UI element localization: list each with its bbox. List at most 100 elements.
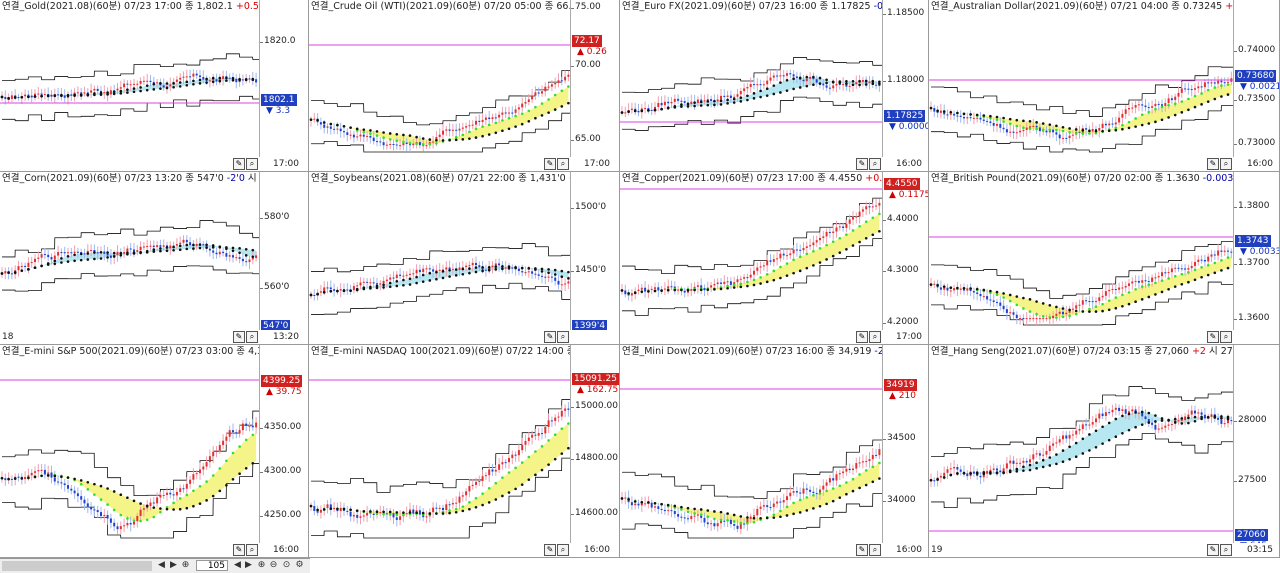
price-axis-tick: 4350.00 — [264, 422, 301, 432]
chart-panel-crude[interactable]: 연결_Crude Oil (WTI)(2021.09)(60분) 07/20 0… — [309, 0, 620, 172]
chart-panel-corn[interactable]: 연결_Corn(2021.09)(60분) 07/23 13:20 종 547'… — [0, 172, 309, 345]
candle-body — [468, 125, 470, 126]
magnify-icon[interactable]: ⌕ — [869, 331, 881, 343]
fast-ma-point — [212, 474, 215, 477]
chart-panel-nasdaq[interactable]: 연결_E-mini NASDAQ 100(2021.09)(60분) 07/22… — [309, 345, 620, 558]
drawing-tool-icon[interactable]: ✎ — [1207, 331, 1219, 343]
settings-icon[interactable]: ⚙ — [294, 560, 305, 571]
zoom-icon[interactable]: ⊕ — [180, 560, 191, 571]
price-chart-plot[interactable] — [929, 0, 1233, 158]
history-scroll-thumb[interactable] — [2, 561, 152, 571]
magnify-icon[interactable]: ⌕ — [869, 158, 881, 170]
chart-panel-soy[interactable]: 연결_Soybeans(2021.08)(60분) 07/21 22:00 종 … — [309, 172, 620, 345]
drawing-tool-icon[interactable]: ✎ — [544, 544, 556, 556]
price-chart-plot[interactable] — [929, 345, 1233, 544]
candle-body — [518, 107, 520, 109]
price-chart-plot[interactable] — [309, 0, 570, 158]
magnify-icon[interactable]: ⌕ — [1220, 331, 1232, 343]
drawing-tool-icon[interactable]: ✎ — [233, 331, 245, 343]
magnify-icon[interactable]: ⌕ — [557, 158, 569, 170]
chart-panel-aud[interactable]: 연결_Australian Dollar(2021.09)(60분) 07/21… — [929, 0, 1280, 172]
zoom-out-icon[interactable]: ⊖ — [268, 560, 279, 571]
magnify-icon[interactable]: ⌕ — [869, 544, 881, 556]
reset-zoom-icon[interactable]: ⊙ — [281, 560, 292, 571]
candle-body — [393, 513, 395, 517]
slow-ma-point — [120, 493, 123, 496]
chart-header-text: 연결_Australian Dollar(2021.09)(60분) 07/21… — [931, 1, 1225, 12]
zoom-in-icon[interactable]: ⊕ — [256, 560, 267, 571]
candle-body — [763, 265, 765, 266]
drawing-tool-icon[interactable]: ✎ — [856, 158, 868, 170]
drawing-tool-icon[interactable]: ✎ — [544, 158, 556, 170]
chart-panel-gbp[interactable]: 연결_British Pound(2021.09)(60분) 07/20 02:… — [929, 172, 1280, 345]
magnify-icon[interactable]: ⌕ — [557, 544, 569, 556]
price-chart-plot[interactable] — [620, 172, 882, 331]
candle-body — [1029, 459, 1031, 462]
drawing-tool-icon[interactable]: ✎ — [1207, 158, 1219, 170]
candle-body — [176, 244, 178, 246]
magnify-icon[interactable]: ⌕ — [246, 158, 258, 170]
slow-ma-point — [726, 102, 729, 105]
step-left-icon[interactable]: ◀ — [232, 560, 243, 571]
candle-body — [1128, 108, 1130, 109]
candle-body — [953, 288, 955, 290]
drawing-tool-icon[interactable]: ✎ — [233, 544, 245, 556]
price-chart-plot[interactable] — [620, 0, 882, 158]
visible-bars-input[interactable]: 105 — [196, 560, 228, 571]
chart-panel-gold[interactable]: 연결_Gold(2021.08)(60분) 07/23 17:00 종 1,80… — [0, 0, 309, 172]
time-axis: ✎⌕ — [929, 330, 1279, 344]
magnify-icon[interactable]: ⌕ — [246, 331, 258, 343]
candle-body — [657, 506, 659, 509]
candle-body — [534, 435, 536, 436]
chart-panel-euro[interactable]: 연결_Euro FX(2021.09)(60분) 07/23 16:00 종 1… — [620, 0, 929, 172]
candle-body — [107, 515, 109, 518]
drawing-tool-icon[interactable]: ✎ — [856, 544, 868, 556]
candle-body — [313, 119, 315, 120]
slow-ma-point — [943, 476, 946, 479]
candle-body — [1065, 138, 1067, 139]
magnify-icon[interactable]: ⌕ — [1220, 544, 1232, 556]
drawing-tool-icon[interactable]: ✎ — [544, 331, 556, 343]
price-chart-plot[interactable] — [309, 345, 570, 544]
slow-ma-point — [528, 120, 531, 123]
slow-ma-point — [468, 272, 471, 275]
chart-panel-dow[interactable]: 연결_Mini Dow(2021.09)(60분) 07/23 16:00 종 … — [620, 345, 929, 558]
chart-panel-hangseng[interactable]: 연결_Hang Seng(2021.07)(60분) 07/24 03:15 종… — [929, 345, 1280, 558]
price-chart-plot[interactable] — [0, 0, 259, 158]
price-chart-plot[interactable] — [0, 172, 259, 331]
candle-body — [150, 81, 152, 82]
scroll-right-icon[interactable]: ▶ — [168, 560, 179, 571]
drawing-tool-icon[interactable]: ✎ — [856, 331, 868, 343]
candle-body — [624, 112, 626, 113]
price-chart-plot[interactable] — [0, 345, 259, 544]
chart-panel-sp500[interactable]: 연결_E-mini S&P 500(2021.09)(60분) 07/23 03… — [0, 345, 309, 558]
scroll-left-icon[interactable]: ◀ — [156, 560, 167, 571]
chart-panel-copper[interactable]: 연결_Copper(2021.09)(60분) 07/23 17:00 종 4.… — [620, 172, 929, 345]
fast-ma-point — [106, 251, 109, 254]
magnify-icon[interactable]: ⌕ — [1220, 158, 1232, 170]
drawing-tool-icon[interactable]: ✎ — [1207, 544, 1219, 556]
price-chart-plot[interactable] — [309, 172, 570, 331]
slow-ma-point — [442, 512, 445, 515]
magnify-icon[interactable]: ⌕ — [557, 331, 569, 343]
price-chart-plot[interactable] — [929, 172, 1233, 331]
step-right-icon[interactable]: ▶ — [243, 560, 254, 571]
magnify-icon[interactable]: ⌕ — [246, 544, 258, 556]
price-chart-plot[interactable] — [620, 345, 882, 544]
fast-ma-point — [252, 434, 255, 437]
candle-body — [225, 437, 227, 441]
fast-ma-point — [159, 82, 162, 85]
drawing-tool-icon[interactable]: ✎ — [233, 158, 245, 170]
